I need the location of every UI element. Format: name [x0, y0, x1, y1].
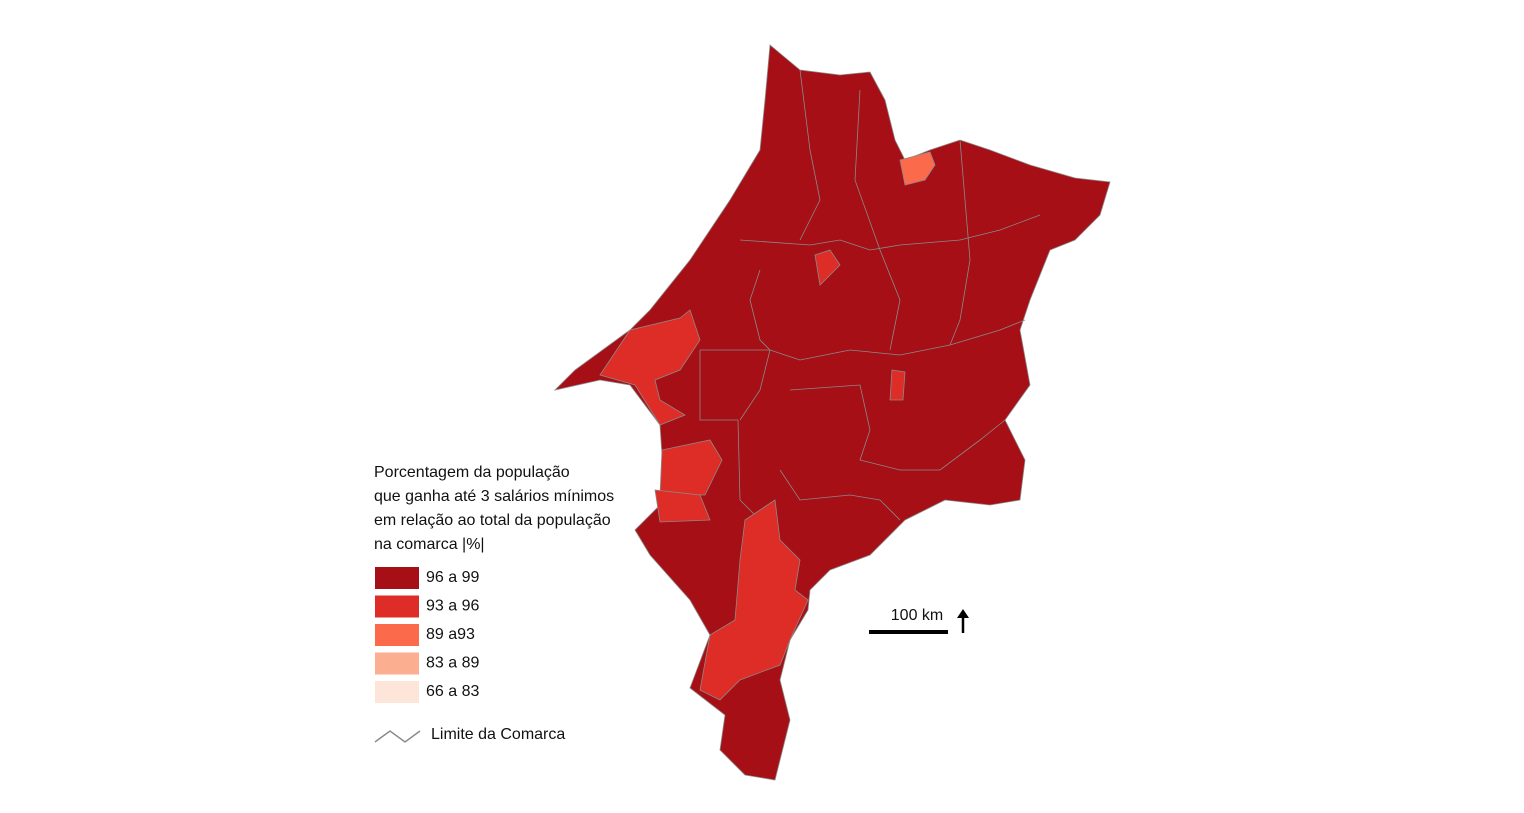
region [889, 369, 906, 401]
boundary [699, 350, 738, 421]
region [899, 151, 936, 186]
boundary [737, 419, 761, 521]
legend-swatch [375, 567, 419, 589]
state-map [553, 44, 1111, 781]
boundary [949, 139, 971, 346]
legend-swatch [375, 652, 419, 675]
legend-label: 93 a 96 [426, 598, 479, 615]
region [654, 489, 711, 523]
legend-title: que ganha até 3 salários mínimos [374, 488, 614, 505]
boundary [700, 319, 1026, 361]
legend-label: 89 a93 [426, 626, 475, 643]
legend-title: Porcentagem da população [374, 464, 570, 481]
boundary [739, 269, 771, 421]
boundary-symbol [374, 730, 421, 743]
legend-title: em relação ao total da população [374, 512, 611, 529]
boundary [799, 69, 821, 241]
region [814, 249, 841, 286]
legend-swatch [375, 681, 419, 703]
boundary [854, 89, 901, 351]
legend-swatch [375, 624, 419, 646]
legend-label: 96 a 99 [426, 569, 479, 586]
north-arrow-head [957, 609, 969, 618]
legend-title: na comarca |%| [374, 536, 485, 553]
boundary-label: Limite da Comarca [431, 726, 565, 743]
boundary [779, 469, 901, 521]
region [553, 44, 1111, 781]
region [599, 309, 701, 426]
scale-label: 100 km [891, 607, 943, 624]
legend-label: 66 a 83 [426, 683, 479, 700]
legend-swatch [375, 595, 419, 618]
region [699, 499, 809, 701]
boundary [739, 214, 1041, 251]
legend: Porcentagem da população que ganha até 3 … [374, 464, 614, 703]
region [659, 439, 723, 496]
boundary [789, 384, 1006, 471]
legend-label: 83 a 89 [426, 655, 479, 672]
